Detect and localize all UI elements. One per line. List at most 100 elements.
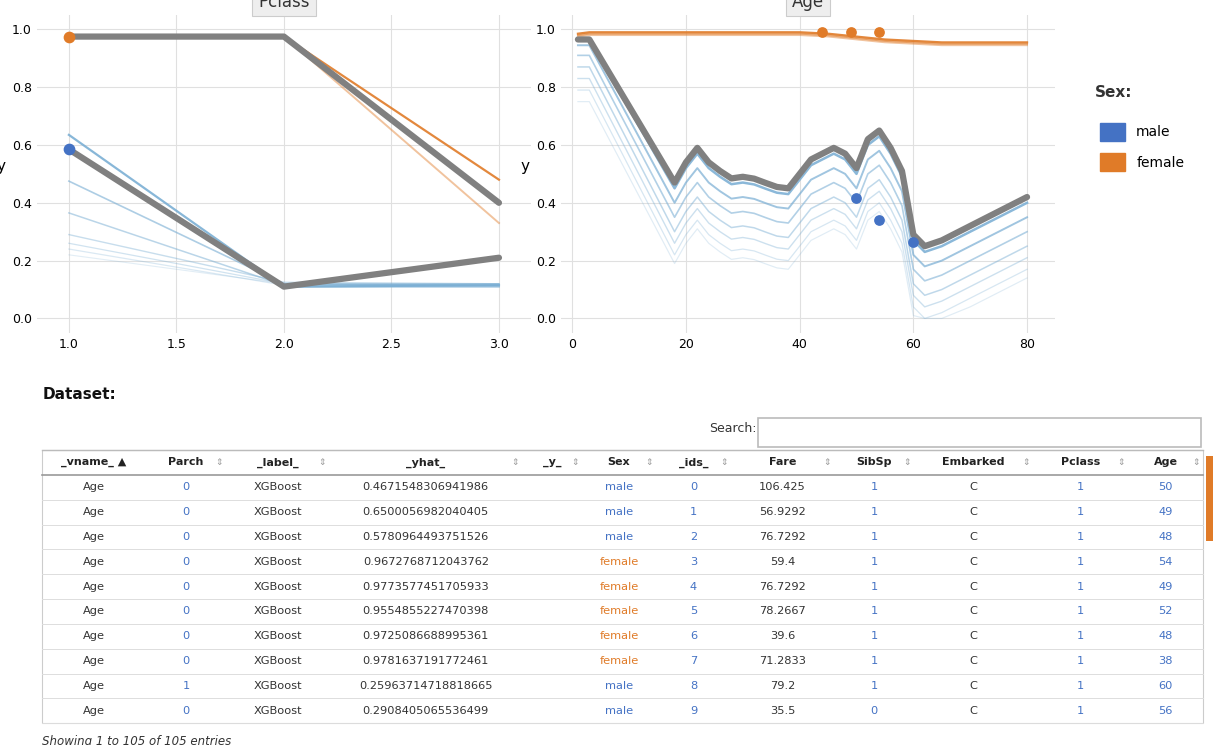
Legend: male, female: male, female xyxy=(1094,117,1189,177)
Text: Age: Age xyxy=(83,706,105,716)
Text: 1: 1 xyxy=(871,681,878,691)
Title: Pclass: Pclass xyxy=(258,0,310,10)
Text: 1: 1 xyxy=(1077,681,1084,691)
Text: 0.9672768712043762: 0.9672768712043762 xyxy=(363,557,488,567)
Text: Search:: Search: xyxy=(709,422,756,435)
Text: 0: 0 xyxy=(182,482,189,492)
Text: 60: 60 xyxy=(1159,681,1173,691)
Text: XGBoost: XGBoost xyxy=(254,706,303,716)
Text: 0: 0 xyxy=(182,706,189,716)
Text: 0: 0 xyxy=(182,557,189,567)
Text: 59.4: 59.4 xyxy=(769,557,795,567)
Text: 71.2833: 71.2833 xyxy=(759,656,806,666)
Text: Age: Age xyxy=(83,582,105,592)
Point xyxy=(59,31,78,42)
Text: female: female xyxy=(600,656,639,666)
Text: 0.5780964493751526: 0.5780964493751526 xyxy=(363,532,488,542)
Text: XGBoost: XGBoost xyxy=(254,532,303,542)
Text: XGBoost: XGBoost xyxy=(254,656,303,666)
Text: 76.7292: 76.7292 xyxy=(759,532,806,542)
Text: 1: 1 xyxy=(1077,706,1084,716)
Text: Age: Age xyxy=(83,606,105,616)
Text: 0: 0 xyxy=(690,482,697,492)
Text: C: C xyxy=(969,557,978,567)
Text: 76.7292: 76.7292 xyxy=(759,582,806,592)
Text: 49: 49 xyxy=(1159,582,1173,592)
Text: XGBoost: XGBoost xyxy=(254,681,303,691)
Text: male: male xyxy=(604,681,632,691)
Text: 6: 6 xyxy=(690,631,697,641)
Text: ⇕: ⇕ xyxy=(720,458,728,467)
Point xyxy=(869,26,889,38)
Text: 0.9773577451705933: 0.9773577451705933 xyxy=(363,582,490,592)
Text: SibSp: SibSp xyxy=(857,457,893,467)
Text: female: female xyxy=(600,582,639,592)
Text: 0.9554855227470398: 0.9554855227470398 xyxy=(363,606,488,616)
Text: 78.2667: 78.2667 xyxy=(759,606,806,616)
Text: Age: Age xyxy=(1154,457,1178,467)
Text: ⇕: ⇕ xyxy=(1022,458,1029,467)
Text: 48: 48 xyxy=(1159,631,1173,641)
Text: 1: 1 xyxy=(1077,532,1084,542)
Text: C: C xyxy=(969,656,978,666)
Text: Pclass: Pclass xyxy=(1061,457,1100,467)
Text: 38: 38 xyxy=(1159,656,1173,666)
Text: 0.4671548306941986: 0.4671548306941986 xyxy=(363,482,488,492)
Point xyxy=(841,26,861,38)
Text: 52: 52 xyxy=(1159,606,1173,616)
Text: XGBoost: XGBoost xyxy=(254,557,303,567)
Text: female: female xyxy=(600,557,639,567)
Text: 9: 9 xyxy=(690,706,697,716)
Text: ⇕: ⇕ xyxy=(512,458,519,467)
Text: _vname_ ▲: _vname_ ▲ xyxy=(61,457,127,467)
Text: Age: Age xyxy=(83,507,105,517)
Text: C: C xyxy=(969,482,978,492)
Text: ⇕: ⇕ xyxy=(319,458,326,467)
Text: 1: 1 xyxy=(871,606,878,616)
Text: 1: 1 xyxy=(871,557,878,567)
Point xyxy=(869,214,889,226)
Text: 1: 1 xyxy=(871,631,878,641)
Text: 35.5: 35.5 xyxy=(769,706,795,716)
Text: 0: 0 xyxy=(871,706,878,716)
Text: ⇕: ⇕ xyxy=(645,458,653,467)
Point xyxy=(904,236,923,248)
Text: C: C xyxy=(969,507,978,517)
Text: 54: 54 xyxy=(1159,557,1173,567)
Text: C: C xyxy=(969,606,978,616)
Text: 49: 49 xyxy=(1159,507,1173,517)
Text: 0: 0 xyxy=(182,606,189,616)
Text: Age: Age xyxy=(83,681,105,691)
Text: Parch: Parch xyxy=(168,457,204,467)
Text: 3: 3 xyxy=(690,557,697,567)
Text: female: female xyxy=(600,631,639,641)
FancyBboxPatch shape xyxy=(1206,456,1212,541)
Text: 1: 1 xyxy=(690,507,697,517)
Text: female: female xyxy=(600,606,639,616)
Text: 50: 50 xyxy=(1159,482,1173,492)
Text: XGBoost: XGBoost xyxy=(254,507,303,517)
Text: Dataset:: Dataset: xyxy=(43,387,116,402)
Text: 0.2908405065536499: 0.2908405065536499 xyxy=(363,706,488,716)
Text: XGBoost: XGBoost xyxy=(254,631,303,641)
Text: _yhat_: _yhat_ xyxy=(407,457,446,468)
Text: 1: 1 xyxy=(1077,631,1084,641)
Text: Embarked: Embarked xyxy=(943,457,1005,467)
Text: ⇕: ⇕ xyxy=(904,458,911,467)
Text: ⇕: ⇕ xyxy=(1192,458,1199,467)
Text: male: male xyxy=(604,706,632,716)
Text: 0: 0 xyxy=(182,631,189,641)
Text: Age: Age xyxy=(83,482,105,492)
Y-axis label: y: y xyxy=(0,159,5,174)
Text: C: C xyxy=(969,681,978,691)
Text: 1: 1 xyxy=(1077,557,1084,567)
Text: 0.9725086688995361: 0.9725086688995361 xyxy=(363,631,488,641)
Text: Sex: Sex xyxy=(608,457,630,467)
Text: 0: 0 xyxy=(182,582,189,592)
Text: 2: 2 xyxy=(690,532,697,542)
FancyBboxPatch shape xyxy=(757,418,1200,447)
Text: 56: 56 xyxy=(1159,706,1173,716)
Text: Age: Age xyxy=(83,631,105,641)
Text: 39.6: 39.6 xyxy=(769,631,795,641)
Text: 0.6500056982040405: 0.6500056982040405 xyxy=(363,507,488,517)
